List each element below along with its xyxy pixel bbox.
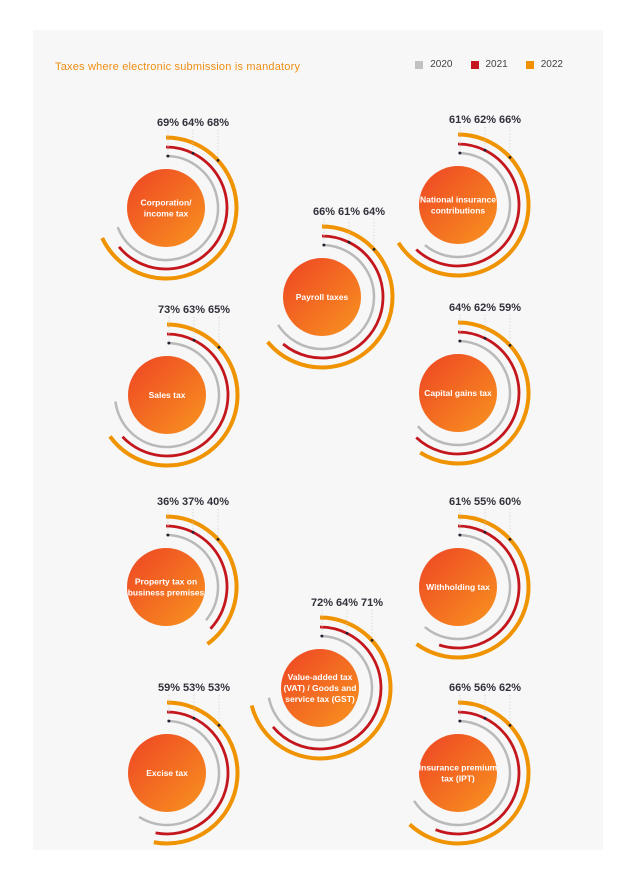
legend-item-2021: 2021 <box>470 59 508 70</box>
chart-card: Taxes where electronic submission is man… <box>33 30 603 850</box>
legend-item-2022: 2022 <box>525 59 563 70</box>
legend-label-2021: 2021 <box>485 59 508 70</box>
legend-swatch-2021 <box>470 60 479 69</box>
legend-swatch-2020 <box>415 60 424 69</box>
legend-item-2020: 2020 <box>415 59 453 70</box>
legend-label-2020: 2020 <box>430 59 453 70</box>
legend: 2020 2021 2022 <box>415 59 563 70</box>
chart-title: Taxes where electronic submission is man… <box>55 61 301 73</box>
legend-label-2022: 2022 <box>540 59 563 70</box>
legend-swatch-2022 <box>525 60 534 69</box>
